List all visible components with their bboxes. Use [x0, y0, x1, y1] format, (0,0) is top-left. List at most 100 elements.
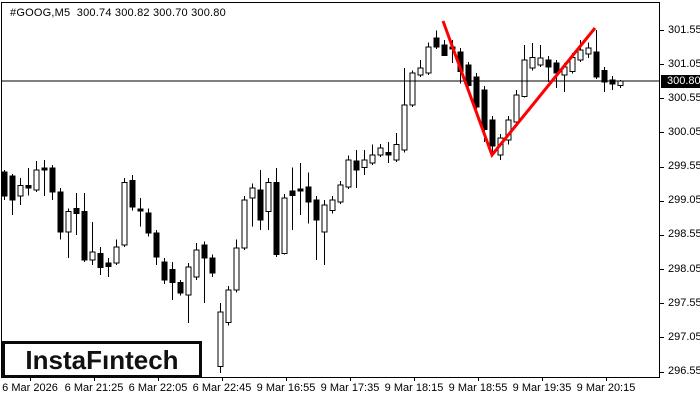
current-price-badge: 300.80 — [661, 75, 700, 88]
candle — [305, 172, 312, 224]
candle — [537, 45, 544, 67]
symbol-ohlc-quote: #GOOG,M5 300.74 300.82 300.70 300.80 — [10, 7, 226, 19]
candle — [321, 200, 328, 265]
candle — [353, 150, 360, 188]
candle — [241, 195, 248, 250]
candle — [585, 42, 592, 59]
price-axis-tick — [660, 132, 664, 133]
candle — [273, 167, 280, 257]
time-axis-label: 6 Mar 22:45 — [192, 382, 252, 394]
candle — [521, 45, 528, 98]
price-axis-label: 299.05 — [668, 194, 700, 206]
candle — [409, 70, 416, 108]
candle — [417, 60, 424, 78]
candle — [513, 90, 520, 125]
time-axis-tick — [30, 378, 31, 381]
candle — [17, 178, 24, 205]
time-axis-tick — [606, 378, 607, 381]
pattern-trendline[interactable] — [441, 20, 597, 158]
candle — [609, 75, 616, 91]
price-axis-label: 298.55 — [668, 228, 700, 240]
candle — [297, 163, 304, 216]
candle — [217, 303, 224, 373]
candle — [97, 247, 104, 276]
candle — [425, 42, 432, 76]
price-axis-label: 299.55 — [668, 160, 700, 172]
candle — [361, 150, 368, 175]
price-axis-label: 300.05 — [668, 126, 700, 138]
candle — [281, 193, 288, 255]
price-axis-label: 298.05 — [668, 263, 700, 275]
time-axis-tick — [350, 378, 351, 381]
candle — [265, 178, 272, 231]
price-axis-tick — [660, 372, 664, 373]
candle — [441, 40, 448, 56]
candle — [129, 174, 136, 211]
candle — [161, 258, 168, 285]
price-axis: 300.80 301.55 301.05 300.55 300.05 299.55 299… — [660, 0, 700, 378]
candle — [33, 161, 40, 192]
candle — [89, 221, 96, 265]
candle — [105, 258, 112, 278]
candle — [593, 30, 600, 80]
price-axis-tick — [660, 235, 664, 236]
candle — [169, 262, 176, 300]
candle — [249, 183, 256, 227]
candle — [177, 279, 184, 296]
candle — [25, 167, 32, 196]
price-axis-tick — [660, 30, 664, 31]
time-axis-label: 9 Mar 20:15 — [576, 382, 636, 394]
price-axis-label: 297.55 — [668, 297, 700, 309]
candle — [529, 42, 536, 71]
time-axis-tick — [286, 378, 287, 381]
price-axis-tick — [660, 269, 664, 270]
time-axis-label: 9 Mar 18:15 — [384, 382, 444, 394]
candle — [545, 55, 552, 82]
price-axis-tick — [660, 201, 664, 202]
candle — [473, 73, 480, 110]
candle — [377, 144, 384, 158]
candlestick-chart[interactable] — [0, 0, 660, 378]
price-axis-tick — [660, 167, 664, 168]
time-axis: 6 Mar 2026 6 Mar 21:25 6 Mar 22:05 6 Mar 22… — [0, 378, 660, 400]
candle — [369, 144, 376, 166]
candle — [41, 159, 48, 196]
candle — [57, 187, 64, 240]
candle — [193, 243, 200, 280]
candle — [393, 133, 400, 162]
candle — [65, 208, 72, 259]
instafintech-logo-text: InstaFıntech — [25, 344, 179, 375]
candle — [81, 193, 88, 263]
time-axis-label: 9 Mar 16:55 — [256, 382, 316, 394]
time-axis-label: 9 Mar 19:35 — [512, 382, 572, 394]
candle — [257, 170, 264, 231]
candle — [1, 170, 8, 201]
price-axis-tick — [660, 98, 664, 99]
price-axis-tick — [660, 64, 664, 65]
candle — [113, 239, 120, 265]
time-axis-tick — [222, 378, 223, 381]
candle — [49, 165, 56, 201]
time-axis-tick — [542, 378, 543, 381]
time-axis-label: 6 Mar 2026 — [2, 382, 58, 394]
candle — [145, 208, 152, 237]
time-axis-label: 6 Mar 22:05 — [128, 382, 188, 394]
candle — [313, 195, 320, 261]
candle — [329, 195, 336, 214]
candle — [433, 30, 440, 50]
candle — [337, 180, 344, 205]
time-axis-label: 9 Mar 18:55 — [448, 382, 508, 394]
time-axis-tick — [414, 378, 415, 381]
candle — [233, 239, 240, 293]
price-axis-label: 300.55 — [668, 92, 700, 104]
candle — [137, 198, 144, 227]
candle — [401, 68, 408, 153]
price-axis-label: 301.05 — [668, 58, 700, 70]
candle — [121, 178, 128, 248]
candle — [465, 62, 472, 87]
candle — [225, 286, 232, 326]
price-axis-label: 297.05 — [668, 331, 700, 343]
candle — [289, 167, 296, 231]
candle — [185, 262, 192, 324]
